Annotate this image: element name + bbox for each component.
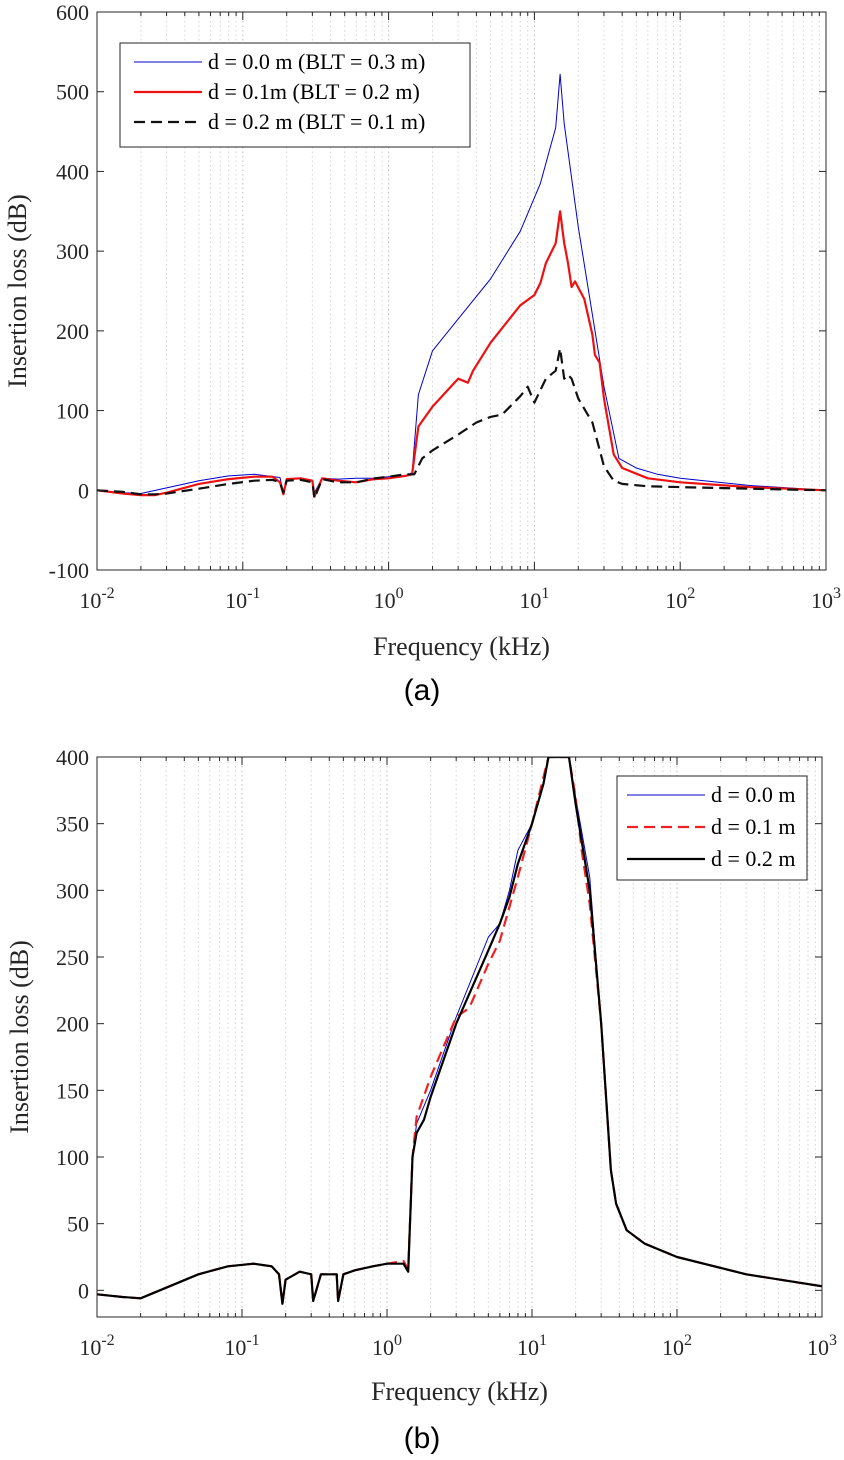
legend-box bbox=[119, 42, 471, 148]
legend: d = 0.0 m (BLT = 0.3 m) d = 0.1m (BLT = 0… bbox=[119, 42, 471, 148]
legend: d = 0.0 m d = 0.1 m d = 0.2 m bbox=[616, 775, 808, 881]
y-tick-label: 200 bbox=[56, 1012, 89, 1037]
x-tick-label: 100 bbox=[372, 1332, 402, 1360]
x-tick-label: 103 bbox=[811, 585, 841, 613]
x-tick-label: 102 bbox=[665, 585, 695, 613]
x-tick-label: 101 bbox=[517, 1332, 547, 1360]
y-tick-label: 0 bbox=[78, 1278, 89, 1303]
panel-caption: (a) bbox=[404, 674, 441, 707]
y-axis-label: Insertion loss (dB) bbox=[3, 194, 32, 388]
y-tick-label: 200 bbox=[56, 319, 89, 344]
x-tick-label: 101 bbox=[519, 585, 549, 613]
y-tick-label: 250 bbox=[56, 945, 89, 970]
series-line-3 bbox=[97, 757, 822, 1305]
legend-entry-label: d = 0.0 m bbox=[711, 782, 796, 807]
y-tick-label: 0 bbox=[78, 478, 89, 503]
y-tick-label: 600 bbox=[56, 0, 89, 25]
panel-a-chart: -100 0 100 200 300 400 500 600 10-2 10-1 100 101 102… bbox=[3, 0, 841, 707]
y-tick-label: 100 bbox=[56, 1145, 89, 1170]
x-axis-label: Frequency (kHz) bbox=[373, 632, 550, 661]
legend-entry-label: d = 0.2 m (BLT = 0.1 m) bbox=[208, 109, 425, 134]
series-group bbox=[97, 73, 826, 500]
x-tick-label: 103 bbox=[807, 1332, 837, 1360]
x-tick-label: 102 bbox=[662, 1332, 692, 1360]
y-tick-label: 350 bbox=[56, 812, 89, 837]
y-tick-label: 400 bbox=[56, 159, 89, 184]
y-tick-label: 150 bbox=[56, 1078, 89, 1103]
legend-entry-label: d = 0.2 m bbox=[711, 846, 796, 871]
axes-box bbox=[96, 11, 827, 571]
y-tick-label: 500 bbox=[56, 80, 89, 105]
axes-box bbox=[96, 756, 823, 1318]
y-tick-label: 300 bbox=[56, 878, 89, 903]
grid-lines bbox=[140, 757, 816, 1317]
grid-lines bbox=[140, 12, 820, 570]
series-line-2 bbox=[97, 210, 826, 498]
legend-entry-label: d = 0.1m (BLT = 0.2 m) bbox=[208, 79, 420, 104]
x-tick-label: 100 bbox=[374, 585, 404, 613]
panel-caption: (b) bbox=[404, 1422, 441, 1455]
series-line-3 bbox=[97, 347, 826, 500]
y-tick-label: 50 bbox=[67, 1212, 89, 1237]
y-tick-label: 300 bbox=[56, 239, 89, 264]
legend-entry-label: d = 0.1 m bbox=[711, 814, 796, 839]
legend-entry-label: d = 0.0 m (BLT = 0.3 m) bbox=[208, 49, 425, 74]
y-axis-label: Insertion loss (dB) bbox=[5, 940, 34, 1134]
x-axis-label: Frequency (kHz) bbox=[371, 1377, 548, 1406]
y-tick-label: 100 bbox=[56, 399, 89, 424]
series-group bbox=[97, 757, 822, 1305]
y-tick-label: -100 bbox=[49, 558, 89, 583]
panel-b-chart: 0 50 100 150 200 250 300 350 400 10-2 10-1 100 101 10… bbox=[5, 745, 837, 1455]
x-tick-label: 10-2 bbox=[79, 1332, 114, 1360]
x-tick-label: 10-1 bbox=[224, 1332, 259, 1360]
x-tick-label: 10-1 bbox=[225, 585, 260, 613]
y-tick-label: 400 bbox=[56, 745, 89, 770]
x-tick-label: 10-2 bbox=[79, 585, 114, 613]
